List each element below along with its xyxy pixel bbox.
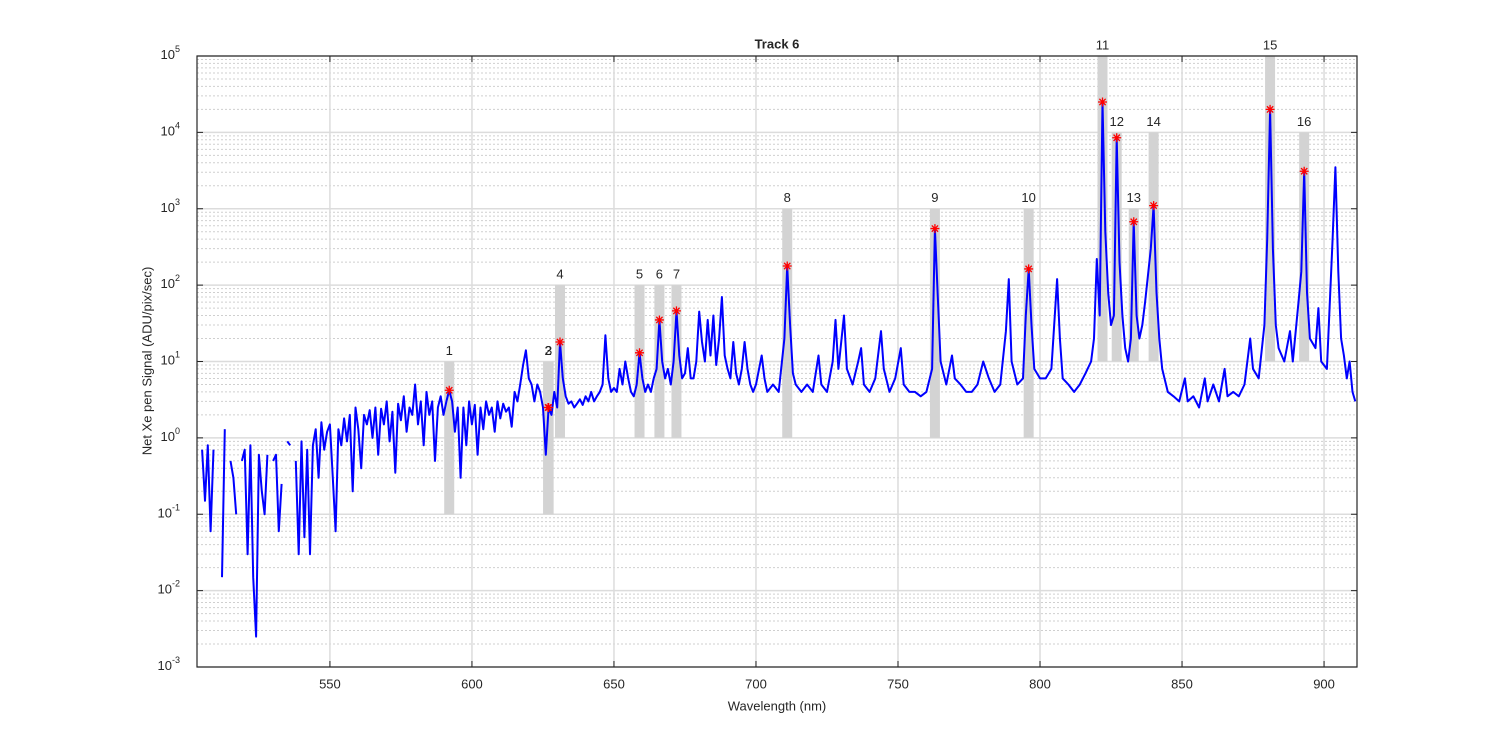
y-tick-base: 10 xyxy=(158,506,172,521)
y-tick-exponent: 5 xyxy=(175,44,180,54)
peak-band xyxy=(654,285,665,438)
peak-marker xyxy=(930,224,940,234)
axes-box xyxy=(196,55,1358,668)
peak-band xyxy=(543,361,554,515)
x-tick-label: 750 xyxy=(887,676,909,691)
peak-marker xyxy=(444,385,454,395)
peak-band xyxy=(1111,132,1122,362)
peak-band xyxy=(444,361,455,515)
peak-label: 13 xyxy=(1127,190,1141,205)
peak-label: 8 xyxy=(784,190,791,205)
spectrum-line xyxy=(201,101,1357,638)
peak-label: 9 xyxy=(931,190,938,205)
peak-band xyxy=(671,285,682,438)
peak-label: 2 xyxy=(544,343,551,358)
peak-marker xyxy=(654,315,664,325)
peak-label: 15 xyxy=(1263,37,1277,52)
y-tick-exponent: -2 xyxy=(172,579,180,589)
peak-label: 6 xyxy=(656,267,663,282)
peak-marker xyxy=(1112,133,1122,143)
y-tick-base: 10 xyxy=(161,200,175,215)
y-tick-label: 105 xyxy=(161,44,180,62)
y-tick-base: 10 xyxy=(161,353,175,368)
peak-label: 10 xyxy=(1021,190,1035,205)
y-tick-exponent: -1 xyxy=(172,503,180,513)
peak-marker xyxy=(671,306,681,316)
peak-marker xyxy=(555,337,565,347)
peak-label: 3 xyxy=(545,343,552,358)
peak-band xyxy=(1023,208,1034,438)
peak-band xyxy=(1299,132,1310,362)
peak-marker xyxy=(635,348,645,358)
x-axis-label: Wavelength (nm) xyxy=(728,698,827,713)
peak-label: 12 xyxy=(1109,114,1123,129)
y-tick-exponent: -3 xyxy=(172,655,180,665)
peak-label: 4 xyxy=(556,267,563,282)
y-tick-base: 10 xyxy=(158,658,172,673)
x-tick-label: 850 xyxy=(1171,676,1193,691)
x-tick-label: 800 xyxy=(1029,676,1051,691)
peak-marker xyxy=(1149,201,1159,211)
y-tick-base: 10 xyxy=(161,47,175,62)
peak-label: 7 xyxy=(673,267,680,282)
y-tick-exponent: 2 xyxy=(175,274,180,284)
y-tick-label: 100 xyxy=(161,426,180,444)
peak-band xyxy=(782,208,793,438)
x-tick-label: 600 xyxy=(461,676,483,691)
x-tick-label: 700 xyxy=(745,676,767,691)
y-tick-label: 10-2 xyxy=(158,579,180,597)
y-tick-base: 10 xyxy=(158,582,172,597)
peak-band xyxy=(929,208,940,438)
y-tick-exponent: 3 xyxy=(175,197,180,207)
peak-marker xyxy=(1098,97,1107,107)
peak-label: 5 xyxy=(636,267,643,282)
peak-band xyxy=(1148,132,1159,362)
y-tick-label: 10-3 xyxy=(158,655,180,673)
peak-marker xyxy=(1129,217,1139,227)
peak-label: 11 xyxy=(1096,37,1110,52)
y-tick-base: 10 xyxy=(161,124,175,139)
peak-label: 14 xyxy=(1146,114,1160,129)
peak-label: 16 xyxy=(1297,114,1311,129)
peak-marker xyxy=(1265,104,1275,114)
y-tick-exponent: 1 xyxy=(175,350,180,360)
peak-label: 1 xyxy=(446,343,453,358)
peak-marker xyxy=(1024,264,1034,274)
peak-marker xyxy=(782,261,792,271)
y-tick-label: 102 xyxy=(161,274,180,292)
y-axis-label: Net Xe pen Signal (ADU/pix/sec) xyxy=(139,267,154,456)
y-tick-base: 10 xyxy=(161,277,175,292)
x-tick-label: 550 xyxy=(319,676,341,691)
peak-marker xyxy=(544,402,554,412)
y-tick-label: 101 xyxy=(161,350,180,368)
x-tick-label: 900 xyxy=(1313,676,1335,691)
peak-band xyxy=(1128,208,1139,362)
y-tick-exponent: 4 xyxy=(175,121,180,131)
peak-band xyxy=(1097,56,1108,362)
peak-band xyxy=(1265,56,1276,362)
y-tick-label: 104 xyxy=(161,121,180,139)
y-tick-label: 103 xyxy=(161,197,180,215)
x-tick-label: 650 xyxy=(603,676,625,691)
y-tick-label: 10-1 xyxy=(158,503,180,521)
y-tick-base: 10 xyxy=(161,429,175,444)
peak-marker xyxy=(1299,166,1309,176)
chart-title: Track 6 xyxy=(755,36,800,51)
y-tick-exponent: 0 xyxy=(175,426,180,436)
